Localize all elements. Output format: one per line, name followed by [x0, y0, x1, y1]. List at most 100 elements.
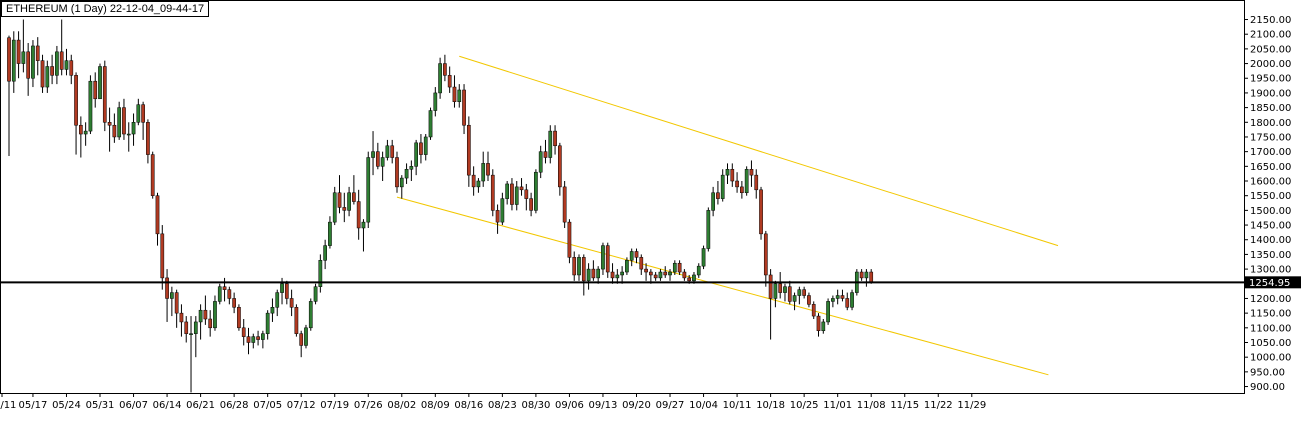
candle-body — [773, 283, 778, 299]
candle-body — [562, 186, 567, 223]
candle-body — [74, 75, 78, 126]
candle-body — [687, 277, 692, 282]
candle-body — [476, 180, 481, 188]
candle-body — [366, 157, 371, 223]
candle-body — [31, 45, 35, 79]
candle-body — [318, 260, 323, 287]
x-tick-label: 05/31 — [86, 400, 115, 411]
candle-body — [869, 271, 874, 283]
candle-body — [740, 186, 744, 194]
x-tick-label: 07/12 — [287, 400, 316, 411]
candle-body — [682, 271, 687, 279]
candle-body — [40, 60, 45, 88]
candle-body — [783, 286, 787, 293]
candle-body — [486, 163, 490, 176]
candle-body — [807, 295, 811, 305]
y-tick-label: 1600.00 — [1250, 177, 1291, 188]
candle-body — [337, 192, 342, 208]
x-tick-label: 10/18 — [756, 400, 785, 411]
y-tick-label: 1700.00 — [1250, 147, 1291, 158]
candle-body — [122, 107, 126, 135]
candle-body — [146, 122, 150, 155]
candle-body — [332, 192, 337, 223]
candle-body — [644, 268, 648, 273]
candle-body — [864, 271, 869, 279]
candle-body — [672, 262, 677, 273]
candle-body — [126, 133, 131, 136]
candle-body — [217, 286, 222, 302]
y-tick-label: 1100.00 — [1250, 323, 1291, 334]
candle-body — [117, 107, 122, 138]
candle-body — [21, 51, 26, 64]
y-tick-label: 1650.00 — [1250, 162, 1291, 173]
y-tick-label: 1800.00 — [1250, 118, 1291, 129]
candle-body — [395, 157, 399, 188]
candle-body — [524, 189, 529, 199]
candle-body — [677, 262, 682, 273]
x-tick-label: 05/17 — [19, 400, 48, 411]
candle-body — [811, 304, 816, 317]
x-tick-label: 11/22 — [924, 400, 953, 411]
candle-body — [107, 122, 112, 126]
candle-body — [615, 274, 620, 279]
candle-body — [50, 66, 54, 76]
candle-body — [241, 327, 246, 337]
candle-body — [634, 251, 639, 258]
candle-body — [16, 39, 21, 64]
candle-body — [514, 186, 519, 205]
candle-body — [481, 163, 486, 182]
candle-body — [466, 124, 471, 176]
candle-body — [438, 63, 442, 94]
candle-body — [558, 145, 562, 188]
candle-body — [193, 321, 198, 334]
candle-body — [313, 286, 318, 302]
candle-body — [265, 312, 270, 334]
candle-body — [342, 207, 347, 211]
channel-lines — [396, 55, 1059, 376]
candle-body — [649, 271, 653, 276]
candle-body — [409, 166, 414, 170]
candle-body — [596, 268, 601, 279]
x-tick-label: 09/27 — [656, 400, 685, 411]
candle-body — [79, 124, 83, 135]
x-tick-label: 08/02 — [387, 400, 416, 411]
x-tick-label: 06/28 — [220, 400, 249, 411]
candle-body — [213, 301, 217, 329]
candle-body — [356, 201, 361, 229]
candle-body — [304, 327, 308, 346]
x-tick-label: 11/29 — [957, 400, 986, 411]
candle-body — [294, 307, 299, 334]
candle-body — [131, 122, 136, 135]
candle-body — [102, 66, 107, 123]
candle-body — [629, 251, 634, 261]
candle-body — [581, 257, 586, 282]
candle-body — [150, 154, 155, 196]
x-tick-label: 09/06 — [555, 400, 584, 411]
y-tick-label: 1900.00 — [1250, 88, 1291, 99]
candle-body — [519, 186, 524, 191]
candle-body — [730, 169, 735, 182]
candle-body — [538, 151, 543, 173]
y-tick-label: 1550.00 — [1250, 191, 1291, 202]
candle-body — [98, 66, 102, 100]
x-tick-label: 05/24 — [52, 400, 81, 411]
candle-body — [462, 89, 466, 126]
candle-body — [787, 286, 792, 302]
candle-body — [390, 145, 395, 158]
candle-body — [165, 277, 169, 299]
candle-body — [284, 283, 289, 299]
candle-body — [768, 274, 773, 299]
candle-body — [490, 174, 495, 211]
candle-body — [586, 268, 591, 282]
candle-body — [141, 104, 145, 123]
x-tick-label: 08/16 — [454, 400, 483, 411]
y-tick-label: 2150.00 — [1250, 15, 1291, 26]
candle-body — [308, 301, 313, 329]
candle-body — [845, 298, 850, 308]
candle-body — [601, 245, 605, 270]
candle-body — [299, 333, 304, 346]
candle-body — [88, 80, 93, 132]
candle-body — [361, 221, 366, 229]
candle-body — [534, 171, 538, 211]
candle-body — [136, 104, 141, 123]
